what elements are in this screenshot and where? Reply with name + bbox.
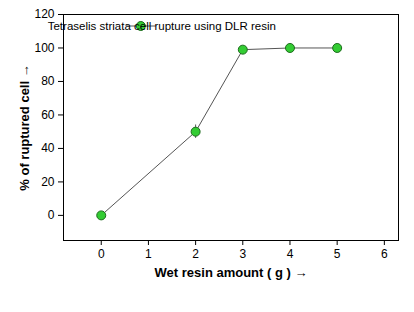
svg-text:2: 2 [192, 247, 199, 261]
svg-text:6: 6 [381, 247, 388, 261]
svg-text:60: 60 [41, 108, 55, 122]
svg-text:20: 20 [41, 175, 55, 189]
svg-text:120: 120 [34, 7, 55, 22]
svg-text:Tetraselis striata cell ruptur: Tetraselis striata cell rupture using DL… [48, 20, 276, 32]
svg-text:80: 80 [41, 74, 55, 88]
svg-text:Wet resin amount ( g ) →: Wet resin amount ( g ) → [155, 265, 308, 280]
svg-text:1: 1 [145, 247, 152, 261]
svg-text:100: 100 [34, 41, 54, 55]
svg-text:0: 0 [48, 208, 55, 222]
svg-text:0: 0 [98, 247, 105, 261]
svg-text:4: 4 [287, 247, 294, 261]
svg-text:40: 40 [41, 141, 55, 155]
svg-text:3: 3 [239, 247, 246, 261]
svg-text:5: 5 [334, 247, 341, 261]
svg-text:% of ruptured cell →: % of ruptured cell → [17, 64, 32, 190]
